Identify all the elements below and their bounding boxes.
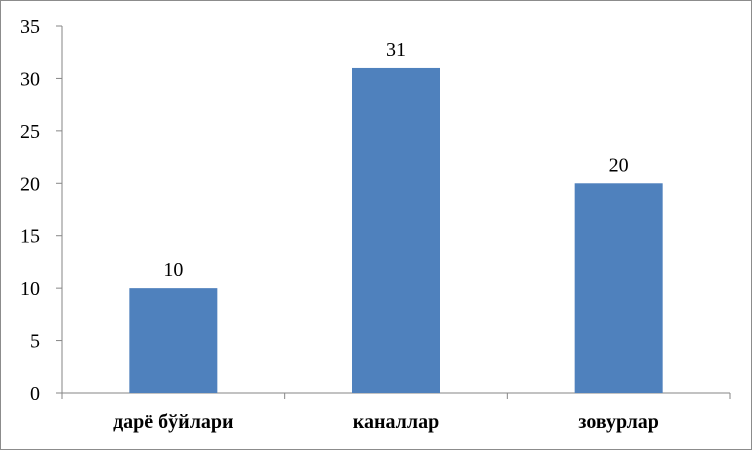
y-tick-label: 35 [20,16,40,38]
y-tick-label: 25 [20,121,40,143]
x-category-label: зовурлар [578,411,659,433]
y-tick-label: 5 [30,331,40,353]
chart-bars [129,67,663,393]
bar [352,67,440,393]
y-tick-label: 30 [20,68,40,90]
y-tick-label: 0 [30,383,40,405]
data-label: 20 [609,154,629,176]
bar [574,183,663,393]
data-label: 31 [386,39,406,61]
y-tick-label: 20 [20,173,40,195]
data-label: 10 [163,259,183,281]
x-category-label: дарё бўйлари [113,411,234,433]
y-tick-label: 15 [20,226,40,248]
chart-labels: 10 дарё бўйлари 31 каналлар 20 зовурлар [113,39,659,433]
x-category-label: каналлар [353,411,439,433]
y-tick-label: 10 [20,278,40,300]
bar [129,288,218,393]
